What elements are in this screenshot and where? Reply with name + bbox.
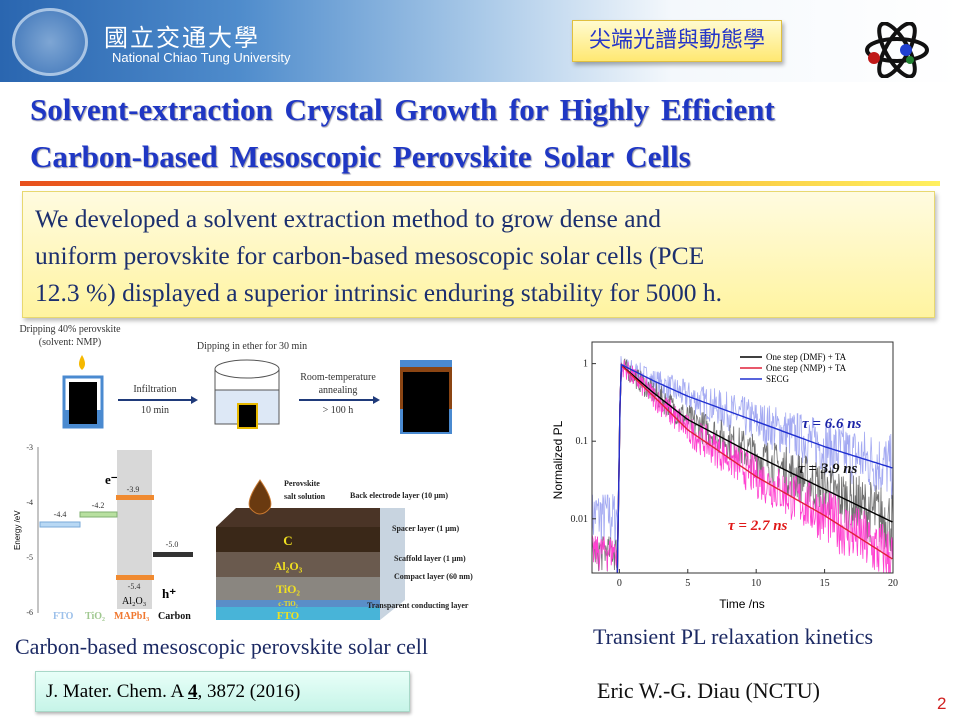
university-name-en: National Chiao Tung University [112, 50, 291, 65]
legend-label: One step (NMP) + TA [766, 363, 847, 373]
energy-axis-label: Energy /eV [13, 510, 22, 550]
summary-line: We developed a solvent extraction method… [35, 204, 662, 233]
step-label: annealing [319, 385, 358, 396]
layer-desc: Back electrode layer (10 μm) [350, 491, 448, 500]
legend-label: One step (DMF) + TA [766, 352, 847, 362]
device-figure: Dripping 40% perovskite (solvent: NMP) I… [13, 324, 473, 622]
layer-label: c-TiO₂ [278, 600, 297, 608]
step-label: Infiltration [133, 384, 176, 395]
fit-curve [616, 363, 893, 574]
title-line-2: Carbon-based Mesoscopic Perovskite Solar… [30, 139, 691, 174]
material-label: FTO [53, 611, 74, 622]
x-tick-label: 10 [751, 578, 761, 589]
y-tick-label: 0.1 [576, 436, 589, 447]
topic-badge: 尖端光譜與動態學 [572, 20, 782, 62]
material-label: Carbon [158, 611, 191, 622]
level-label: -5.4 [128, 582, 141, 591]
figure-caption-right: Transient PL relaxation kinetics [593, 624, 874, 649]
raw-trace [591, 359, 894, 574]
figure-caption-left: Carbon-based mesoscopic perovskite solar… [15, 634, 428, 659]
page-number: 2 [937, 694, 947, 713]
reference-box: J. Mater. Chem. A 4, 3872 (2016) [35, 671, 410, 712]
summary-line: uniform perovskite for carbon-based meso… [35, 241, 705, 270]
tick-label: -3 [26, 443, 33, 452]
y-tick-label: 1 [583, 359, 588, 370]
title-line-1: Solvent-extraction Crystal Growth for Hi… [30, 92, 775, 127]
tau-label: τ = 6.6 ns [802, 416, 862, 432]
material-label: TiO₂ [85, 611, 105, 622]
electron-label: e⁻ [105, 472, 118, 487]
layer-label: Al₂O₃ [274, 559, 303, 573]
reference-pages: , 3872 (2016) [197, 681, 301, 702]
author: Eric W.-G. Diau (NCTU) [597, 678, 821, 703]
y-axis-label: Normalized PL [551, 420, 565, 499]
cell-structure: C Al₂O₃ TiO₂ c-TiO₂ FTO Perovskite salt … [216, 479, 473, 622]
reference-volume: 4 [187, 681, 198, 702]
droplet-icon [79, 355, 85, 370]
layer-desc: Transparent conducting layer [367, 601, 469, 610]
university-logo [12, 8, 88, 76]
layer-desc: Scaffold layer (1 μm) [394, 554, 466, 563]
drip-label: Dripping 40% perovskite [19, 324, 121, 335]
x-tick-label: 5 [685, 578, 690, 589]
hole-label: h⁺ [162, 586, 176, 601]
layer-label: TiO₂ [276, 582, 300, 596]
slide-title: Solvent-extraction Crystal Growth for Hi… [30, 86, 775, 180]
x-tick-label: 20 [888, 578, 898, 589]
y-tick-label: 0.01 [571, 514, 589, 525]
x-tick-label: 0 [617, 578, 622, 589]
layer-label: FTO [277, 610, 300, 622]
layer-label: C [283, 533, 292, 548]
fit-curve [616, 363, 893, 574]
tick-label: -5 [26, 553, 33, 562]
drop-label: Perovskite [284, 479, 320, 488]
legend-label: SECG [766, 374, 790, 384]
header-banner [0, 0, 960, 82]
fit-curve [616, 364, 893, 574]
level-label: -4.2 [92, 501, 105, 510]
level-label: -5.0 [166, 540, 179, 549]
al2o3-label: Al₂O₃ [122, 596, 146, 607]
summary-line: 12.3 %) displayed a superior intrinsic e… [35, 278, 722, 307]
dip-label: Dipping in ether for 30 min [197, 341, 307, 352]
atom-icon [865, 22, 929, 78]
plot-frame [591, 341, 894, 574]
step-label: Room-temperature [300, 372, 376, 383]
material-label: MAPbI₃ [114, 611, 149, 622]
reference-journal: J. Mater. Chem. A [46, 681, 188, 702]
x-tick-label: 15 [820, 578, 830, 589]
droplet-icon [248, 479, 272, 515]
tau-label: τ = 2.7 ns [728, 518, 788, 534]
layer-desc: Spacer layer (1 μm) [392, 524, 459, 533]
energy-diagram: -3 -4 -5 -6 Energy /eV -4.4 -4.2 -3.9 -5… [13, 443, 193, 622]
final-device [400, 360, 452, 434]
level-label: -3.9 [127, 485, 140, 494]
title-divider [20, 181, 940, 186]
tick-label: -4 [26, 498, 33, 507]
university-name-zh: 國立交通大學 [104, 24, 260, 52]
step-label: 10 min [141, 405, 169, 416]
tau-label: τ = 3.9 ns [798, 461, 858, 477]
drip-solvent-label: (solvent: NMP) [39, 337, 102, 348]
step-label: > 100 h [323, 405, 354, 416]
level-label: -4.4 [54, 510, 67, 519]
beaker [214, 359, 280, 429]
x-axis-label: Time /ns [719, 597, 765, 611]
summary-box: We developed a solvent extraction method… [22, 191, 935, 318]
layer-desc: Compact layer (60 nm) [394, 572, 473, 581]
tick-label: -6 [26, 608, 33, 617]
drop-label: salt solution [284, 492, 326, 501]
